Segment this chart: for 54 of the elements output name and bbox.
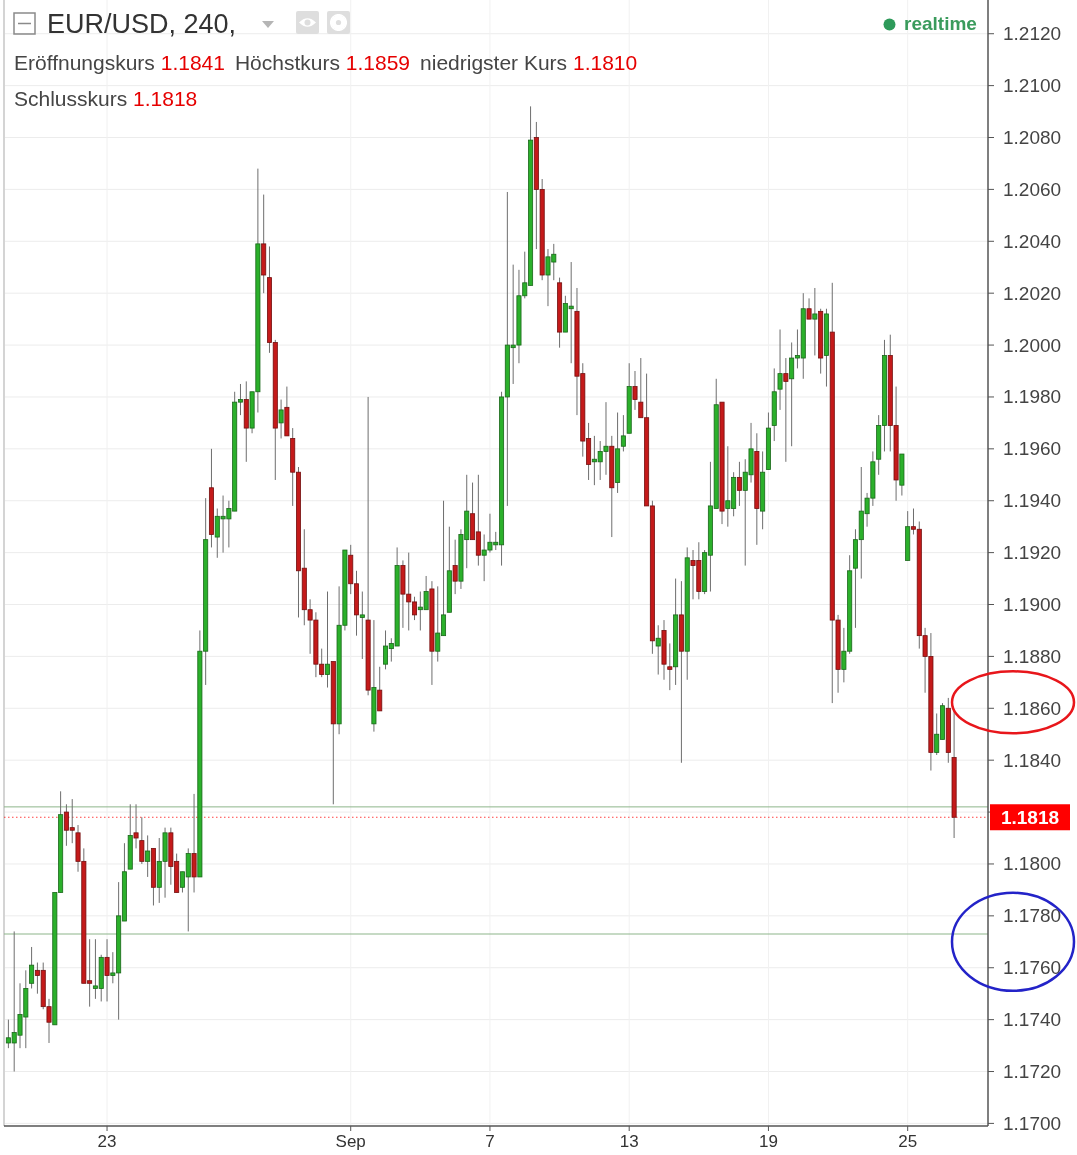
y-tick-label: 1.2000 [1003, 334, 1062, 356]
candlestick [104, 938, 110, 1002]
y-tick-label: 1.1920 [1003, 542, 1062, 564]
candlestick [655, 624, 661, 676]
x-tick-label: 23 [97, 1132, 117, 1151]
candlestick [29, 946, 35, 989]
candlestick [777, 329, 783, 411]
x-tick-label: 13 [619, 1132, 639, 1151]
y-tick-label: 1.1860 [1003, 697, 1062, 719]
x-tick-label: 7 [485, 1132, 495, 1151]
candlestick [325, 591, 330, 689]
y-tick-label: 1.1900 [1003, 594, 1062, 616]
annotation: Eröffnungskurs 1.1841 [14, 51, 225, 74]
candlestick [632, 370, 638, 411]
y-tick-label: 1.1720 [1003, 1061, 1062, 1083]
y-tick-label: 1.1940 [1003, 490, 1062, 512]
y-tick-label: 1.1740 [1003, 1009, 1062, 1031]
candlestick [133, 803, 139, 849]
ref-line-label: 1.1818 [1000, 806, 1060, 828]
candlestick [783, 357, 789, 463]
candlestick [278, 399, 284, 439]
annotation: realtime [904, 13, 977, 34]
candlestick [812, 287, 818, 356]
annotation: Schlusskurs 1.1818 [14, 87, 198, 110]
y-tick-label: 1.1980 [1003, 386, 1062, 408]
y-tick-label: 1.2040 [1003, 230, 1062, 252]
y-tick-label: 1.1760 [1003, 957, 1062, 979]
y-tick-label: 1.2060 [1003, 178, 1062, 200]
annotation: Höchstkurs 1.1859 [234, 51, 411, 74]
y-tick-label: 1.1780 [1003, 905, 1062, 927]
y-tick-label: 1.2100 [1003, 75, 1062, 97]
candlestick [359, 591, 365, 660]
candlestick [806, 297, 812, 320]
annotation: niedrigster Kurs 1.1810 [420, 51, 638, 74]
x-tick-label: 19 [758, 1132, 778, 1151]
y-tick-label: 1.1880 [1003, 645, 1062, 667]
y-tick-label: 1.2080 [1003, 127, 1062, 149]
x-tick-label: 25 [898, 1132, 918, 1151]
y-tick-label: 1.1800 [1003, 853, 1062, 875]
candlestick [736, 461, 742, 507]
candlestick [145, 834, 151, 878]
chart-title: EUR/USD, 240, [47, 9, 237, 39]
candlestick [452, 539, 458, 595]
y-tick-label: 1.1700 [1003, 1112, 1062, 1134]
y-tick-label: 1.2120 [1003, 23, 1062, 45]
y-tick-label: 1.1960 [1003, 438, 1062, 460]
y-tick-label: 1.2020 [1003, 282, 1062, 304]
candlestick [139, 816, 145, 865]
y-tick-label: 1.1840 [1003, 749, 1062, 771]
candlestick [667, 642, 673, 691]
candlestick [620, 414, 626, 452]
candlestick [377, 666, 383, 712]
candlestick [191, 793, 197, 893]
x-tick-label: Sep [335, 1132, 366, 1151]
